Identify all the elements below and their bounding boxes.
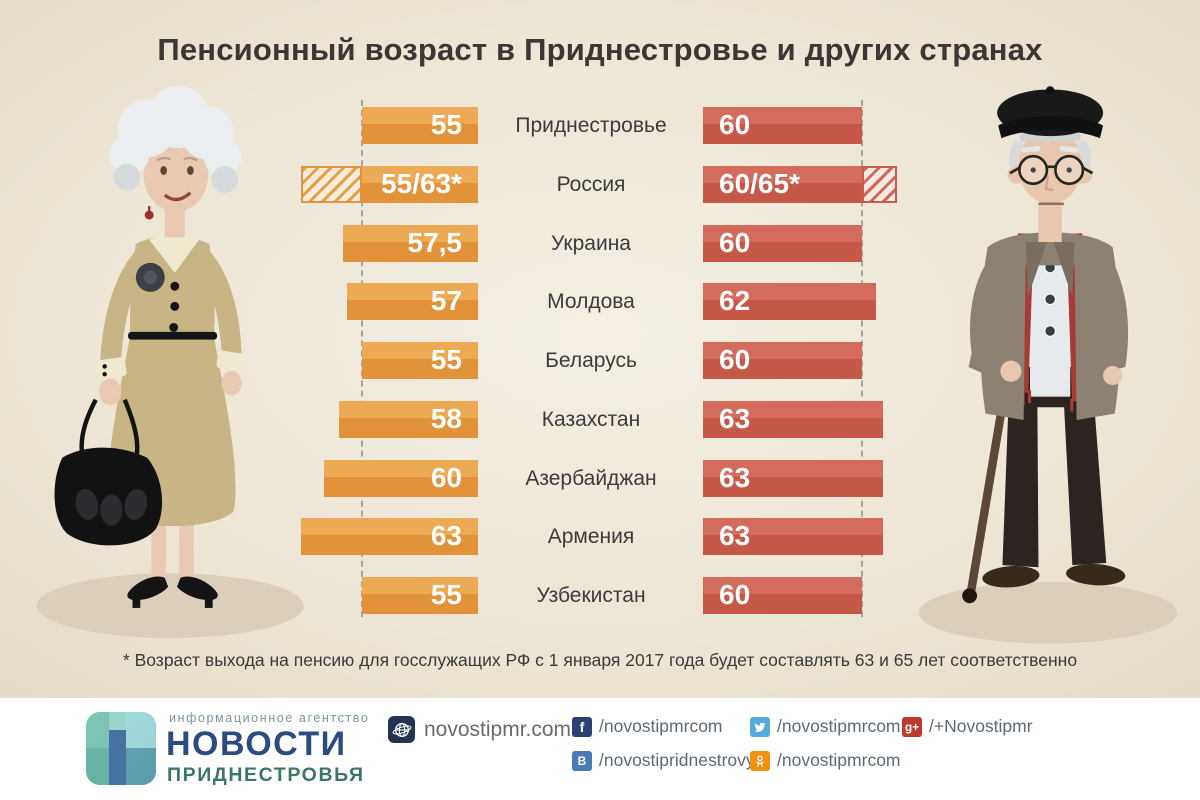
men-value: 60/65* <box>719 168 800 199</box>
social-link-google-plus[interactable]: g+ /+Novostipmr <box>902 716 1033 737</box>
men-bar: 60 <box>703 107 862 144</box>
elderly-woman-illustration <box>36 85 304 638</box>
men-bar: 63 <box>703 401 883 438</box>
country-label: Россия <box>556 173 626 196</box>
chart-footnote: * Возраст выхода на пенсию для госслужащ… <box>122 650 1078 670</box>
men-value: 60 <box>719 344 751 375</box>
women-value: 55 <box>430 344 462 375</box>
men-bar: 60 <box>703 342 862 379</box>
women-value: 58 <box>430 403 462 434</box>
google-plus-icon[interactable]: g+ <box>902 716 922 737</box>
men-value: 60 <box>719 109 751 140</box>
women-bar: 55/63* <box>362 166 478 203</box>
women-bar: 60 <box>324 460 478 497</box>
men-value: 60 <box>719 579 751 610</box>
women-bar: 55 <box>362 342 478 379</box>
twitter-icon[interactable] <box>750 716 770 737</box>
country-label: Казахстан <box>541 408 641 431</box>
website-link[interactable]: novostipmr.com <box>424 718 572 741</box>
country-label: Молдова <box>547 290 635 313</box>
men-bar: 60 <box>703 577 862 614</box>
social-link-odnoklassniki[interactable]: /novostipmrcom <box>750 750 901 771</box>
women-value: 57 <box>430 285 462 316</box>
women-bar: 57 <box>347 283 478 320</box>
women-bar: 63 <box>301 518 478 555</box>
social-link-twitter[interactable]: /novostipmrcom <box>750 716 901 737</box>
women-value: 57,5 <box>407 227 463 258</box>
men-bar: 62 <box>703 283 876 320</box>
page-title: Пенсионный возраст в Приднестровье и дру… <box>157 32 1043 67</box>
brand-name-line2: ПРИДНЕСТРОВЬЯ <box>167 764 365 786</box>
women-bar: 55 <box>362 107 478 144</box>
men-future-hatch <box>862 166 897 203</box>
country-label: Армения <box>547 525 635 548</box>
women-value: 60 <box>430 462 462 493</box>
men-value: 63 <box>719 520 751 551</box>
women-value: 63 <box>430 520 462 551</box>
website-globe-icon <box>388 716 415 743</box>
social-handle[interactable]: /novostipmrcom <box>777 750 901 770</box>
social-link-facebook[interactable]: f/novostipmrcom <box>572 716 723 737</box>
women-value: 55 <box>430 109 462 140</box>
novosti-pridnestrovya-logo-icon <box>86 712 156 785</box>
vk-icon[interactable]: В <box>572 750 592 771</box>
men-bar: 63 <box>703 518 883 555</box>
men-bar: 60/65* <box>703 166 862 203</box>
women-bar: 57,5 <box>343 225 478 262</box>
social-handle[interactable]: /+Novostipmr <box>929 716 1033 736</box>
women-bar: 55 <box>362 577 478 614</box>
men-bar: 63 <box>703 460 883 497</box>
social-handle[interactable]: /novostipmrcom <box>777 716 901 736</box>
women-value: 55 <box>430 579 462 610</box>
footer-bar <box>0 698 1200 800</box>
women-value: 55/63* <box>381 168 462 199</box>
men-value: 63 <box>719 403 751 434</box>
men-value: 63 <box>719 462 751 493</box>
social-link-vk[interactable]: В/novostipridnestrovya <box>572 750 764 771</box>
men-value: 62 <box>719 285 751 316</box>
country-label: Приднестровье <box>515 114 667 137</box>
facebook-icon[interactable]: f <box>572 716 592 737</box>
social-handle[interactable]: /novostipmrcom <box>599 716 723 736</box>
women-bar: 58 <box>339 401 478 438</box>
men-value: 60 <box>719 227 751 258</box>
country-label: Азербайджан <box>525 467 657 490</box>
women-future-hatch <box>301 166 362 203</box>
brand-name-line1: НОВОСТИ <box>166 725 347 763</box>
country-label: Украина <box>551 232 631 255</box>
country-label: Узбекистан <box>536 584 646 607</box>
country-label: Беларусь <box>545 349 637 372</box>
odnoklassniki-icon[interactable] <box>750 750 770 771</box>
men-bar: 60 <box>703 225 862 262</box>
agency-tagline: информационное агентство <box>169 711 370 725</box>
social-handle[interactable]: /novostipridnestrovya <box>599 750 765 770</box>
men-baseline-dashed-line <box>861 100 863 617</box>
elderly-man-illustration <box>918 86 1178 644</box>
